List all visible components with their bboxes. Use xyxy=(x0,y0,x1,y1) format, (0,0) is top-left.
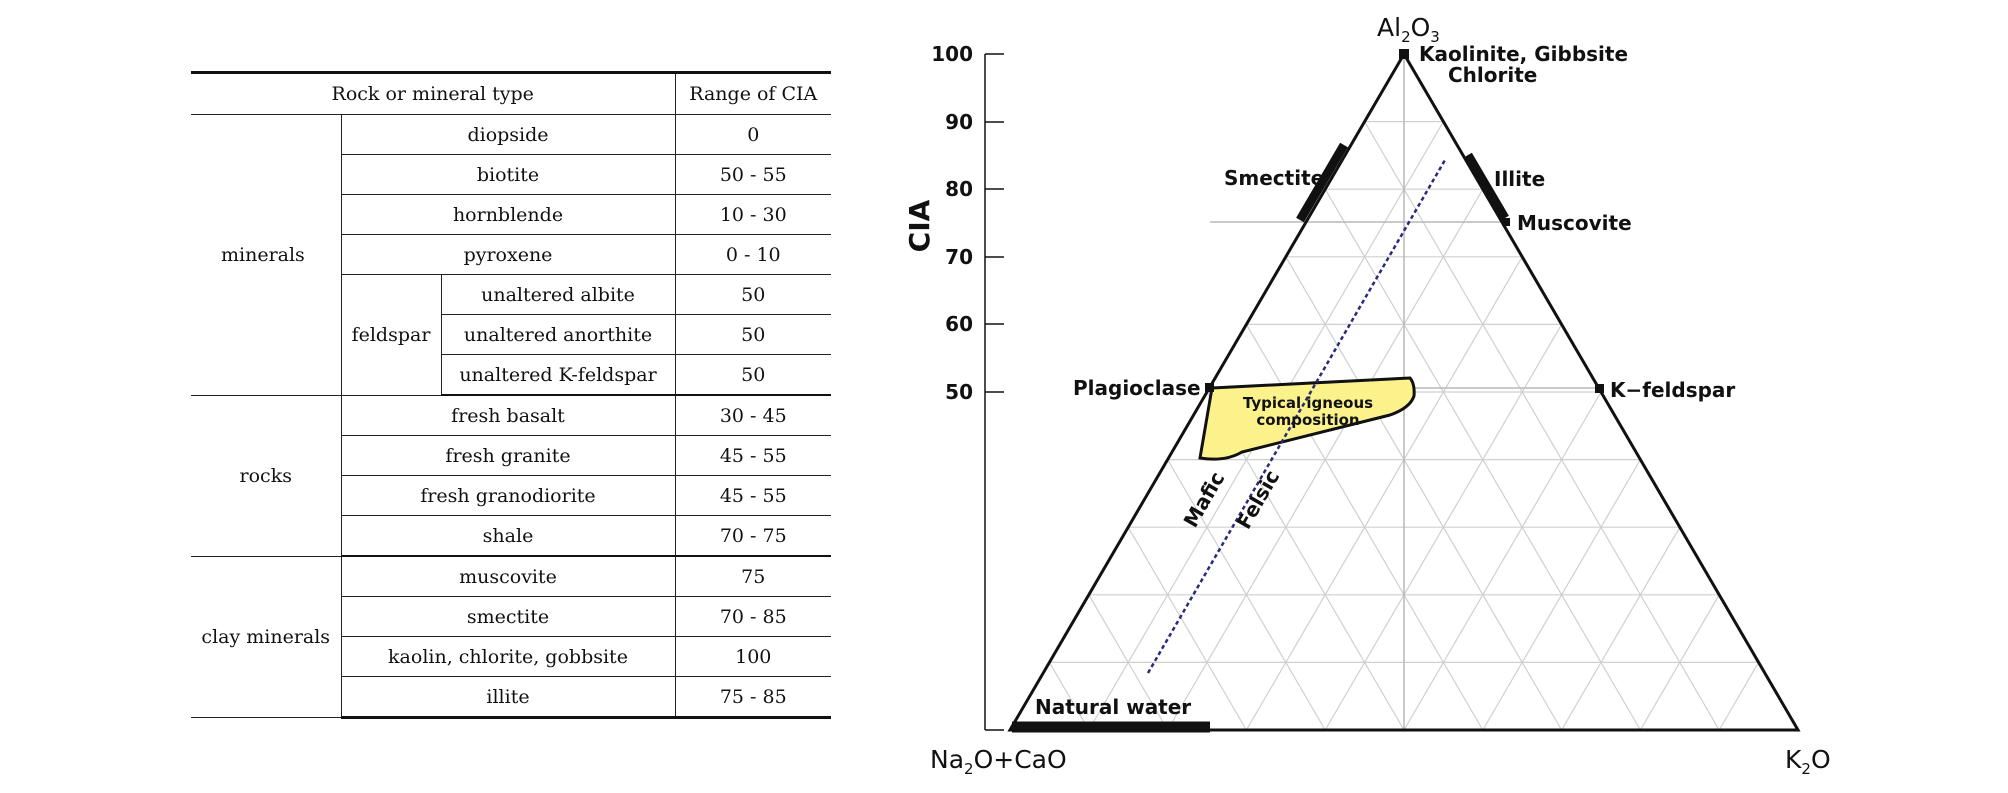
grid-line xyxy=(1561,526,1681,731)
table-row: fresh granodiorite 45 - 55 xyxy=(191,475,831,516)
cia-range: 30 - 45 xyxy=(674,394,831,436)
cia-table: Rock or mineral type Range of CIA minera… xyxy=(191,71,831,719)
mineral-name: pyroxene xyxy=(341,234,676,275)
mineral-name: biotite xyxy=(341,154,676,195)
smectite-label: Smectite xyxy=(1224,166,1324,190)
mineral-name: diopside xyxy=(340,114,676,155)
table-row: kaolin, chlorite, gobbsite 100 xyxy=(191,636,831,677)
rock-name: fresh basalt xyxy=(340,394,676,436)
rock-name: fresh granite xyxy=(341,435,676,476)
grid-line xyxy=(1048,662,1090,731)
mafic-label: Mafic xyxy=(1179,467,1230,531)
smectite-bar xyxy=(1296,142,1348,223)
cia-range: 0 xyxy=(674,114,831,155)
table-row: feldspar unaltered albite 50 xyxy=(191,274,831,396)
group-rocks: rocks xyxy=(191,394,342,557)
header-cia-range: Range of CIA xyxy=(674,71,831,115)
grid-line xyxy=(1718,662,1760,731)
table-row: minerals diopside 0 xyxy=(191,114,831,396)
grid-line xyxy=(1285,256,1563,731)
grid-line xyxy=(1324,188,1641,731)
table-row: unaltered K-feldspar 50 xyxy=(191,354,831,396)
cia-range: 50 xyxy=(674,314,831,355)
rock-name: fresh granodiorite xyxy=(341,475,676,516)
typical-igneous-region xyxy=(1198,376,1416,461)
mineral-name: hornblende xyxy=(341,194,676,235)
grid-line xyxy=(1127,526,1247,731)
plagioclase-label: Plagioclase xyxy=(1073,376,1201,400)
cia-range: 45 - 55 xyxy=(674,475,831,516)
table-row: shale 70 - 75 xyxy=(191,515,831,557)
clay-name: smectite xyxy=(341,596,676,637)
cia-range: 45 - 55 xyxy=(674,435,831,476)
felsic-label: Felsic xyxy=(1232,466,1285,533)
cia-axis-tick-labels: 100 90 80 70 60 50 xyxy=(931,42,973,404)
apex-al2o3-text: Al2O3 xyxy=(1377,13,1440,46)
cia-range: 0 - 10 xyxy=(674,234,831,275)
clay-name: illite xyxy=(341,676,676,719)
group-clay-minerals: clay minerals xyxy=(191,555,342,718)
tick-label-60: 60 xyxy=(945,312,973,336)
kfeldspar-point xyxy=(1595,384,1604,393)
kfeldspar-label: K−feldspar xyxy=(1610,378,1735,402)
group-feldspar: feldspar xyxy=(341,274,442,396)
mineral-name: unaltered anorthite xyxy=(441,314,676,355)
group-minerals: minerals xyxy=(191,114,342,396)
chlorite-label: Chlorite xyxy=(1448,63,1537,87)
cia-range: 70 - 85 xyxy=(674,596,831,637)
plagioclase-point xyxy=(1205,383,1214,392)
apex-na2o-cao-text: Na2O+CaO xyxy=(930,745,1067,778)
muscovite-label: Muscovite xyxy=(1517,211,1632,235)
cia-range: 50 - 55 xyxy=(674,154,831,195)
cia-range: 70 - 75 xyxy=(674,515,831,557)
clay-name: muscovite xyxy=(340,555,676,597)
grid-line xyxy=(1364,121,1720,731)
apex-k2o-label: K2O xyxy=(1785,745,1831,778)
cia-range: 10 - 30 xyxy=(674,194,831,235)
cia-range: 75 - 85 xyxy=(674,676,831,719)
cia-range: 50 xyxy=(674,274,831,315)
table-row: illite 75 - 85 xyxy=(191,676,831,719)
table-row: hornblende 10 - 30 xyxy=(191,194,831,235)
grid-line xyxy=(1245,256,1523,731)
table-row: unaltered anorthite 50 xyxy=(191,314,831,355)
tick-label-100: 100 xyxy=(931,42,973,66)
cia-axis-ticks xyxy=(985,53,1004,731)
table-header-row: Rock or mineral type Range of CIA xyxy=(191,71,831,115)
table-row: rocks fresh basalt 30 - 45 xyxy=(191,394,831,557)
cia-axis-title: CIA xyxy=(903,199,936,252)
mafic-felsic-trend-line xyxy=(1146,159,1447,674)
tick-label-50: 50 xyxy=(945,380,973,404)
tick-label-90: 90 xyxy=(945,110,973,134)
table-row: biotite 50 - 55 xyxy=(191,154,831,195)
grid-line xyxy=(1167,188,1484,731)
apex-k2o-text: K2O xyxy=(1785,745,1831,778)
mineral-name: unaltered albite xyxy=(440,274,676,315)
cia-table-container: Rock or mineral type Range of CIA minera… xyxy=(191,71,831,719)
igneous-label-line2: composition xyxy=(1256,411,1359,429)
apex-al2o3-label: Al2O3 xyxy=(1377,13,1440,46)
kaolinite-point xyxy=(1399,49,1409,59)
clay-name: kaolin, chlorite, gobbsite xyxy=(341,636,676,677)
header-rock-type: Rock or mineral type xyxy=(191,71,676,115)
illite-label: Illite xyxy=(1494,167,1545,191)
cia-range: 100 xyxy=(674,636,831,677)
apex-na2o-cao-label: Na2O+CaO xyxy=(930,745,1067,778)
cia-ternary-diagram: 100 90 80 70 60 50 CIA Kaolinite, Gibbsi… xyxy=(903,13,1831,778)
rock-name: shale xyxy=(341,515,676,557)
cia-range: 75 xyxy=(674,555,831,597)
grid-line xyxy=(1403,391,1602,731)
mineral-name: unaltered K-feldspar xyxy=(441,354,676,396)
kaolinite-gibbsite-label: Kaolinite, Gibbsite xyxy=(1419,42,1628,66)
natural-water-label: Natural water xyxy=(1035,695,1191,719)
muscovite-point xyxy=(1502,218,1510,226)
table-row: clay minerals muscovite 75 xyxy=(191,555,831,718)
cia-range: 50 xyxy=(674,354,831,396)
igneous-label-line1: Typical igneous xyxy=(1243,394,1373,412)
tick-label-80: 80 xyxy=(945,177,973,201)
table-row: fresh granite 45 - 55 xyxy=(191,435,831,476)
tick-label-70: 70 xyxy=(945,245,973,269)
illite-bar xyxy=(1464,152,1509,221)
